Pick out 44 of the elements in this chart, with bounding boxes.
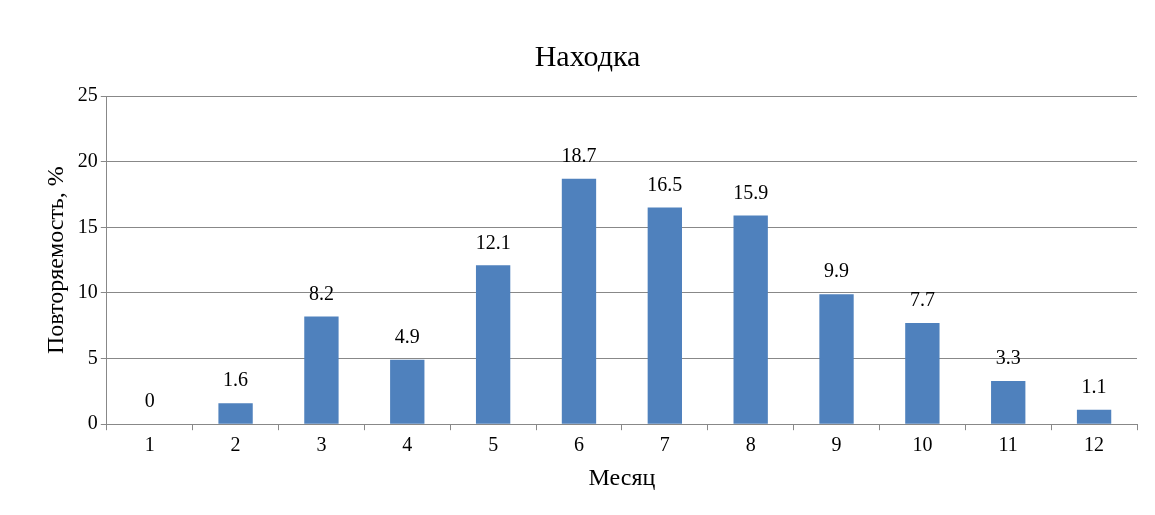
x-tick-label: 2	[230, 433, 241, 456]
data-label: 15.9	[733, 180, 769, 203]
data-label: 8.2	[308, 281, 334, 304]
bar	[475, 265, 511, 424]
data-label: 0	[144, 389, 155, 412]
x-tick-label: 3	[316, 433, 327, 456]
bar	[390, 359, 425, 424]
x-tick-label: 11	[998, 433, 1018, 456]
bar	[991, 380, 1026, 424]
x-tick-label: 4	[402, 433, 413, 456]
y-tick-label: 10	[77, 280, 98, 303]
x-tick-label: 9	[831, 433, 842, 456]
data-label: 7.7	[909, 288, 935, 311]
chart-title: Находка	[534, 38, 641, 72]
y-tick-label: 0	[87, 411, 98, 434]
bar	[1076, 409, 1112, 424]
data-label: 9.9	[824, 259, 850, 282]
data-label: 1.6	[223, 368, 249, 391]
y-tick-label: 15	[77, 214, 98, 237]
bar	[647, 207, 682, 424]
bar	[304, 316, 339, 424]
bar	[218, 403, 253, 424]
x-tick-label: 1	[144, 433, 155, 456]
data-label: 4.9	[394, 325, 420, 348]
y-tick-label: 20	[77, 148, 98, 171]
bar	[561, 178, 597, 424]
y-tick-label: 25	[77, 83, 98, 106]
y-axis-title: Повторяемость, %	[41, 166, 68, 354]
x-tick-label: 10	[912, 433, 933, 456]
x-axis-title: Месяц	[588, 463, 656, 490]
x-tick-label: 12	[1084, 433, 1105, 456]
y-tick-label: 5	[87, 345, 98, 368]
data-label: 12.1	[475, 230, 511, 253]
data-label: 3.3	[995, 346, 1021, 369]
x-tick-label: 5	[488, 433, 499, 456]
data-label: 16.5	[647, 172, 683, 195]
x-tick-label: 6	[573, 433, 584, 456]
x-tick-label: 7	[659, 433, 670, 456]
bar	[733, 215, 768, 424]
x-tick-label: 8	[745, 433, 756, 456]
data-label: 1.1	[1081, 375, 1107, 398]
bar	[819, 294, 854, 424]
data-label: 18.7	[561, 143, 597, 166]
bar	[905, 323, 940, 424]
